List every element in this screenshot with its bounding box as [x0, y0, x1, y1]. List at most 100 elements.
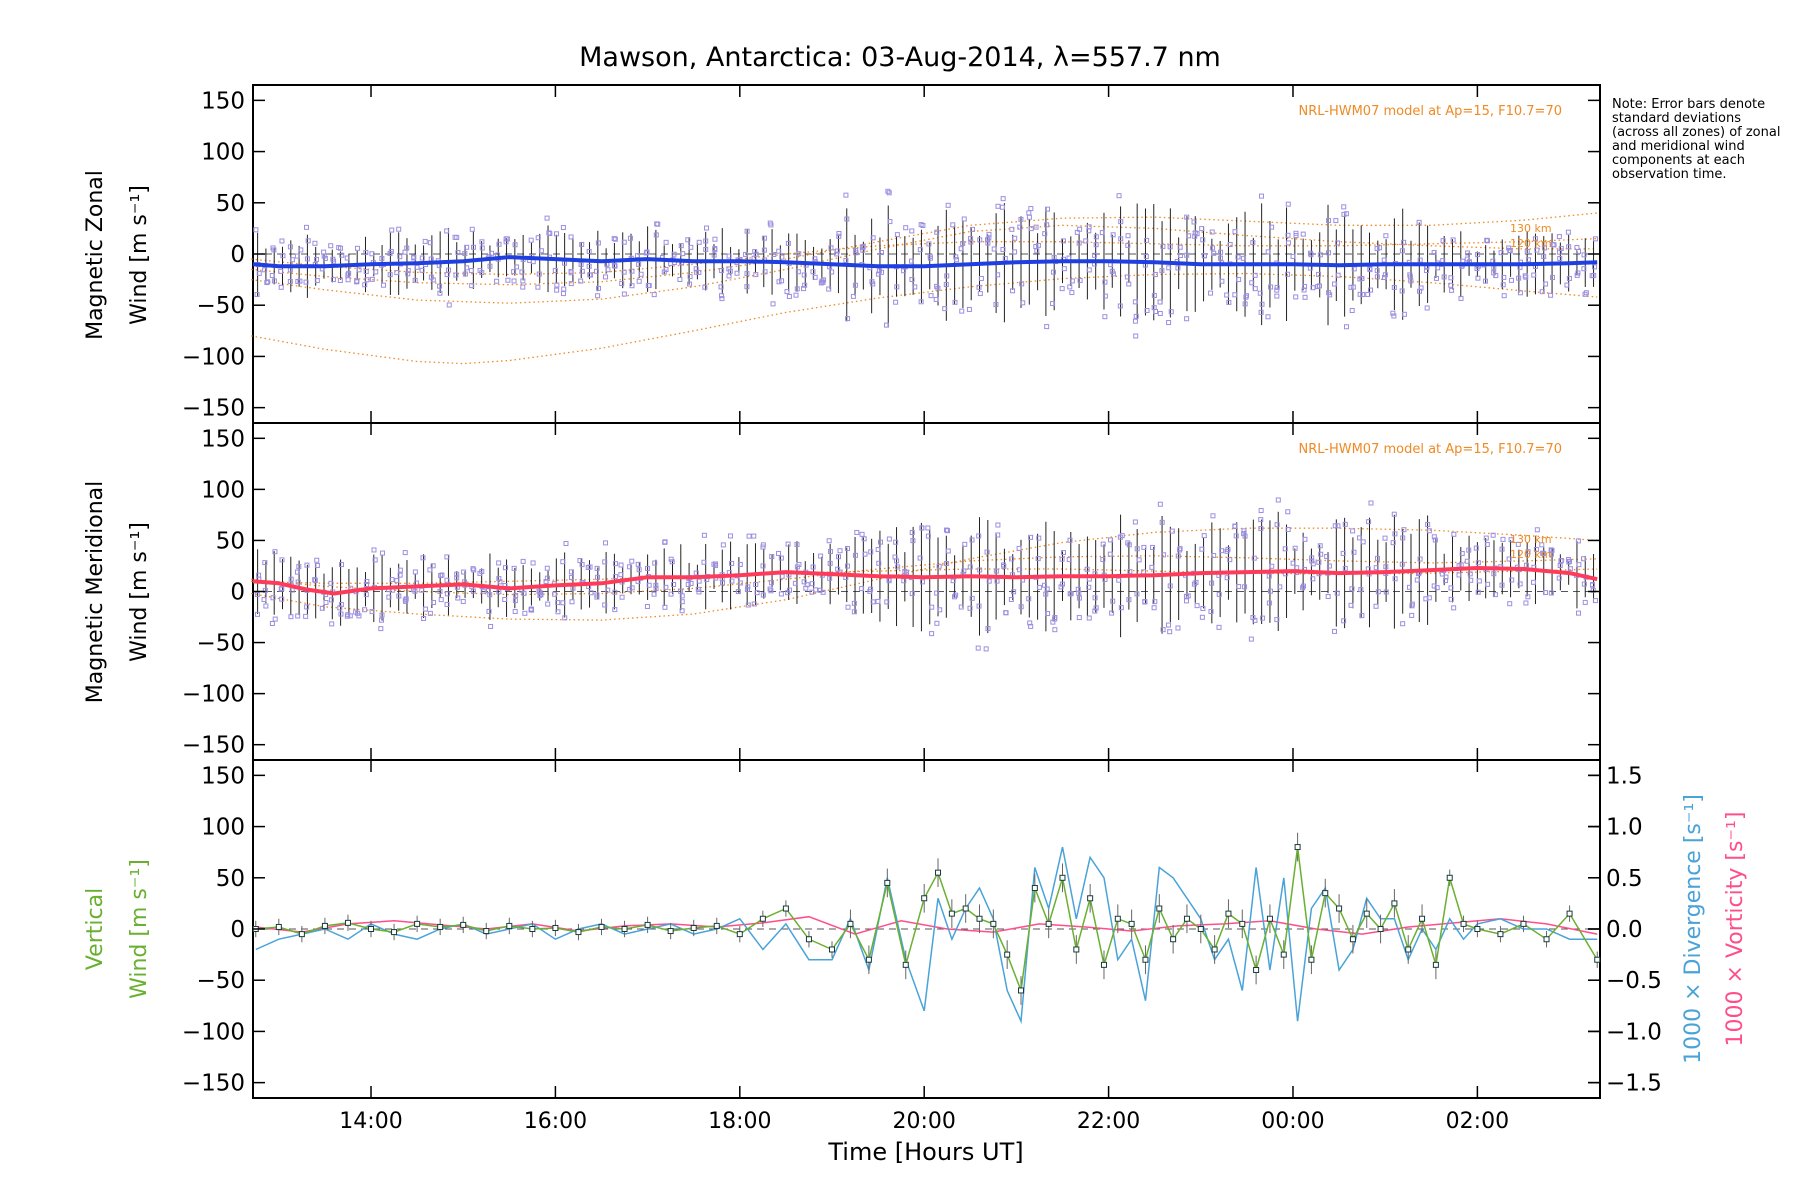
meridional-zone-point — [744, 586, 750, 592]
zonal-zone-point — [812, 256, 818, 262]
zonal-zone-point — [1102, 293, 1108, 299]
zonal-zone-point — [1069, 278, 1075, 284]
zonal-zone-point — [1012, 249, 1018, 255]
meridional-zone-point — [644, 603, 650, 609]
zonal-zone-point — [621, 291, 627, 297]
vertical-wind-point — [1045, 920, 1052, 927]
meridional-zone-point — [976, 603, 982, 609]
zonal-zone-point — [1086, 267, 1092, 273]
zonal-zone-point — [297, 278, 303, 284]
divergence-line — [255, 846, 1598, 1025]
meridional-zone-point — [1483, 535, 1489, 541]
meridional-zone-point — [1194, 603, 1200, 609]
zonal-zone-point — [1417, 257, 1423, 263]
zonal-zone-point — [744, 284, 750, 290]
zonal-zone-point — [1382, 275, 1388, 281]
meridional-zone-point — [595, 574, 601, 580]
meridional-zone-point — [1409, 603, 1415, 609]
zonal-zone-point — [479, 239, 485, 245]
meridional-zone-point — [560, 559, 566, 565]
zonal-zone-point — [934, 229, 940, 235]
zonal-zone-point — [1177, 253, 1183, 259]
zonal-zone-point — [912, 284, 918, 290]
zonal-zone-point — [544, 215, 550, 221]
meridional-zone-point — [635, 561, 641, 567]
meridional-zone-point — [1448, 596, 1454, 602]
meridional-zone-point — [1426, 595, 1432, 601]
meridional-zone-point — [562, 615, 568, 621]
zonal-zone-point — [917, 247, 923, 253]
meridional-zone-point — [1414, 577, 1420, 583]
zonal-zone-point — [801, 286, 807, 292]
zonal-zone-point — [345, 277, 351, 283]
meridional-zone-point — [893, 539, 899, 545]
meridional-zone-point — [1258, 526, 1264, 532]
meridional-zone-point — [827, 560, 833, 566]
meridional-zone-point — [727, 533, 733, 539]
meridional-zone-point — [769, 554, 775, 560]
vertical-ylabel-line1: Vertical — [83, 888, 108, 970]
meridional-zone-point — [412, 588, 418, 594]
zonal-zone-point — [528, 237, 534, 243]
zonal-zone-point — [1133, 333, 1139, 339]
zonal-zone-point — [346, 270, 352, 276]
zonal-zone-point — [535, 235, 541, 241]
zonal-zone-point — [952, 299, 958, 305]
zonal-zone-point — [879, 269, 885, 275]
zonal-zone-point — [1186, 233, 1192, 239]
zonal-zone-point — [1076, 240, 1082, 246]
meridional-zone-point — [470, 566, 476, 572]
zonal-zone-point — [1293, 230, 1299, 236]
meridional-zone-point — [454, 575, 460, 581]
vertical-wind-point — [1128, 920, 1135, 927]
zonal-zone-point — [909, 276, 915, 282]
meridional-zone-point — [1342, 565, 1348, 571]
zonal-zone-point — [369, 276, 375, 282]
meridional-model-label: NRL-HWM07 model at Ap=15, F10.7=70 — [1299, 442, 1563, 457]
meridional-zone-point — [1266, 600, 1272, 606]
meridional-zone-point — [1434, 585, 1440, 591]
zonal-zone-point — [1026, 214, 1032, 220]
zonal-zone-point — [402, 249, 408, 255]
meridional-zone-point — [444, 554, 450, 560]
meridional-zone-point — [278, 586, 284, 592]
meridional-zone-point — [314, 557, 320, 563]
zonal-zone-point — [999, 204, 1005, 210]
meridional-zone-point — [1590, 587, 1596, 593]
meridional-zone-point — [1152, 599, 1158, 605]
meridional-zone-point — [1300, 583, 1306, 589]
meridional-zone-point — [1432, 537, 1438, 543]
meridional-zone-point — [729, 560, 735, 566]
meridional-zone-point — [602, 602, 608, 608]
meridional-zone-point — [430, 563, 436, 569]
zonal-zone-point — [677, 276, 683, 282]
zonal-zone-point — [704, 225, 710, 231]
meridional-zone-point — [1341, 618, 1347, 624]
zonal-zone-point — [819, 278, 825, 284]
meridional-zone-point — [1216, 591, 1222, 597]
meridional-zone-point — [1232, 524, 1238, 530]
zonal-zone-point — [993, 301, 999, 307]
meridional-zone-point — [1233, 533, 1239, 539]
zonal-zone-point — [1226, 299, 1232, 305]
vertical-wind-point — [1225, 910, 1232, 917]
zonal-zone-point — [265, 279, 271, 285]
meridional-zone-point — [958, 604, 964, 610]
zonal-zone-point — [1060, 238, 1066, 244]
zonal-zone-point — [718, 284, 724, 290]
meridional-zone-point — [679, 599, 685, 605]
zonal-zone-point — [909, 258, 915, 264]
meridional-zone-point — [460, 598, 466, 604]
meridional-model-line-0 — [251, 527, 1598, 621]
meridional-zone-point — [646, 582, 652, 588]
vertical-wind-point — [1294, 844, 1301, 851]
zonal-zone-point — [505, 277, 511, 283]
meridional-zone-point — [1567, 566, 1573, 572]
zonal-zone-point — [621, 269, 627, 275]
zonal-zone-point — [1028, 206, 1034, 212]
zonal-zone-point — [568, 270, 574, 276]
zonal-zone-point — [453, 272, 459, 278]
meridional-zone-point — [521, 590, 527, 596]
meridional-zone-point — [1076, 615, 1082, 621]
zonal-zone-point — [538, 248, 544, 254]
